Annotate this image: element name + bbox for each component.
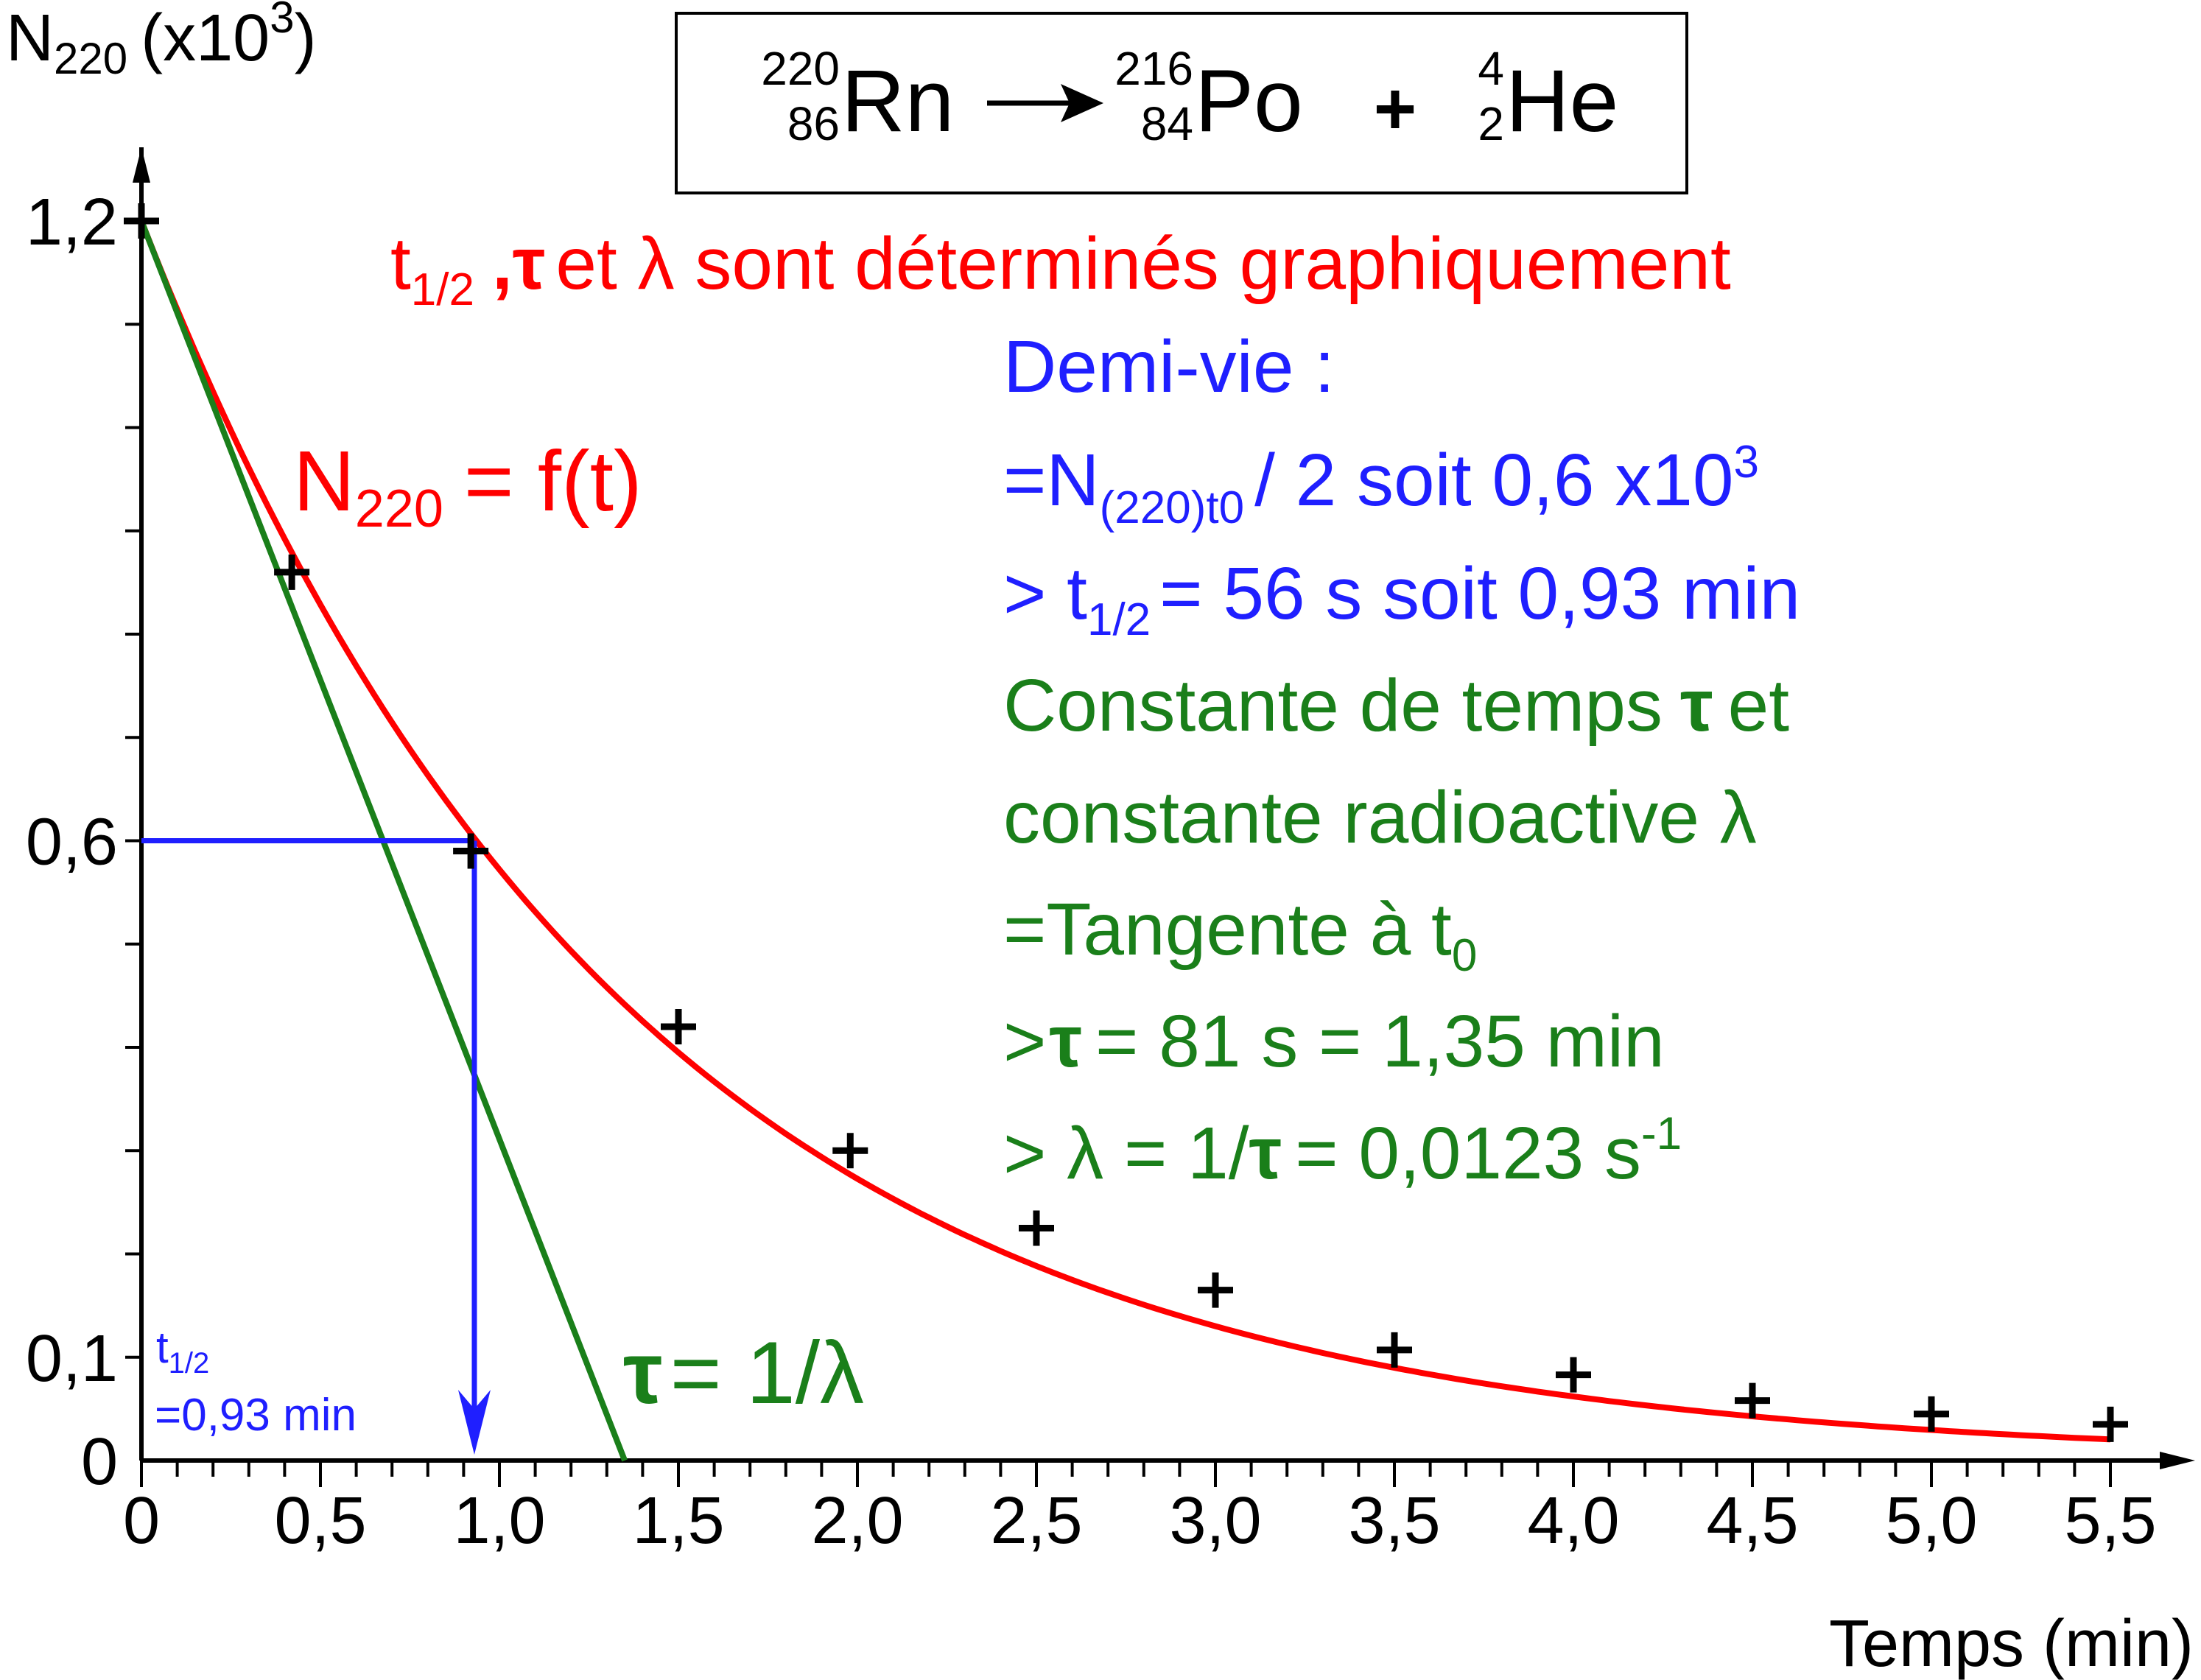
curve-label: N220 = f(t) bbox=[293, 433, 642, 538]
data-point bbox=[274, 554, 310, 590]
po-z: 84 bbox=[1141, 97, 1193, 150]
half-life-guides bbox=[141, 838, 491, 1455]
data-point bbox=[1556, 1357, 1591, 1393]
he-mass: 4 bbox=[1478, 42, 1504, 95]
x-tick-label: 0 bbox=[123, 1484, 160, 1558]
half-life-n-line: =N(220)t0/ 2 soit 0,6 x103 bbox=[1003, 437, 1759, 533]
x-tick-label: 4,0 bbox=[1527, 1484, 1619, 1558]
half-life-marker-value: =0,93 min bbox=[155, 1390, 357, 1441]
time-constant-heading-2: constante radioactive λ bbox=[1003, 776, 1757, 859]
data-point bbox=[832, 1133, 868, 1169]
reaction-box-frame bbox=[675, 12, 1688, 194]
reaction-equation-box: 220 86 Rn 216 84 Po + 4 2 He bbox=[675, 12, 1688, 194]
x-tick-labels: 0 0,5 1,0 1,5 2,0 2,5 3,0 3,5 4,0 4,5 5,0 5,5 bbox=[123, 1484, 2157, 1558]
half-life-marker-label: t1/2 bbox=[156, 1323, 209, 1380]
data-point bbox=[1735, 1382, 1770, 1419]
tau-value-line: >τ = 81 s = 1,35 min bbox=[1003, 1000, 1665, 1083]
tau-equation-label: τ= 1/λ bbox=[623, 1324, 864, 1422]
x-minor-ticks bbox=[140, 1461, 2112, 1487]
data-point bbox=[453, 833, 489, 869]
half-life-value-line: > t1/2 = 56 s soit 0,93 min bbox=[1003, 552, 1800, 645]
time-constant-heading-1: Constante de temps τ et bbox=[1003, 664, 1789, 747]
y-tick-label: 0,6 bbox=[26, 806, 118, 879]
he-symbol: He bbox=[1506, 52, 1618, 150]
graphical-determination-note: t1/2 ,τ et λ sont déterminés graphiquement bbox=[390, 222, 1731, 315]
data-point bbox=[661, 1008, 696, 1044]
x-axis-arrow bbox=[2160, 1452, 2195, 1469]
he-z: 2 bbox=[1478, 97, 1504, 150]
lambda-value-line: > λ = 1/τ = 0,0123 s-1 bbox=[1003, 1108, 1682, 1195]
data-point bbox=[1198, 1272, 1233, 1308]
data-point bbox=[1914, 1396, 1949, 1432]
x-tick-label: 3,0 bbox=[1169, 1484, 1261, 1558]
data-points bbox=[124, 203, 2128, 1442]
rn-z: 86 bbox=[787, 97, 840, 150]
half-life-heading: Demi-vie : bbox=[1003, 326, 1335, 408]
y-tick-label: 1,2 bbox=[26, 186, 118, 259]
x-tick-label: 5,0 bbox=[1885, 1484, 1977, 1558]
rn-mass: 220 bbox=[761, 42, 840, 95]
x-tick-label: 2,0 bbox=[811, 1484, 903, 1558]
x-tick-label: 4,5 bbox=[1706, 1484, 1798, 1558]
po-symbol: Po bbox=[1195, 52, 1303, 150]
x-tick-label: 3,5 bbox=[1348, 1484, 1440, 1558]
data-point bbox=[2093, 1406, 2128, 1442]
x-tick-label: 0,5 bbox=[274, 1484, 366, 1558]
data-point bbox=[124, 203, 159, 239]
y-axis-title: N220 (x103) bbox=[6, 0, 317, 83]
x-tick-label: 5,5 bbox=[2064, 1484, 2156, 1558]
axes bbox=[133, 147, 2195, 1469]
y-tick-label: 0,1 bbox=[26, 1322, 118, 1396]
half-life-arrow-head bbox=[457, 1390, 491, 1455]
data-point bbox=[1019, 1210, 1054, 1246]
x-tick-label: 1,0 bbox=[453, 1484, 545, 1558]
y-axis-arrow bbox=[133, 147, 150, 183]
data-point bbox=[1377, 1332, 1412, 1368]
reaction-arrow-head bbox=[1061, 84, 1103, 122]
exponential-fit-curve bbox=[138, 219, 2111, 1443]
rn-symbol: Rn bbox=[841, 52, 954, 150]
reaction-plus: + bbox=[1374, 68, 1417, 150]
y-tick-label: 0 bbox=[81, 1425, 118, 1499]
po-mass: 216 bbox=[1114, 42, 1193, 95]
x-axis-title: Temps (min) bbox=[1829, 1607, 2194, 1680]
y-tick-labels: 0 0,1 0,6 1,2 bbox=[26, 186, 118, 1499]
y-minor-ticks bbox=[125, 219, 141, 1359]
x-tick-label: 1,5 bbox=[632, 1484, 724, 1558]
x-tick-label: 2,5 bbox=[990, 1484, 1082, 1558]
tangent-note: =Tangente à t0 bbox=[1003, 888, 1477, 981]
